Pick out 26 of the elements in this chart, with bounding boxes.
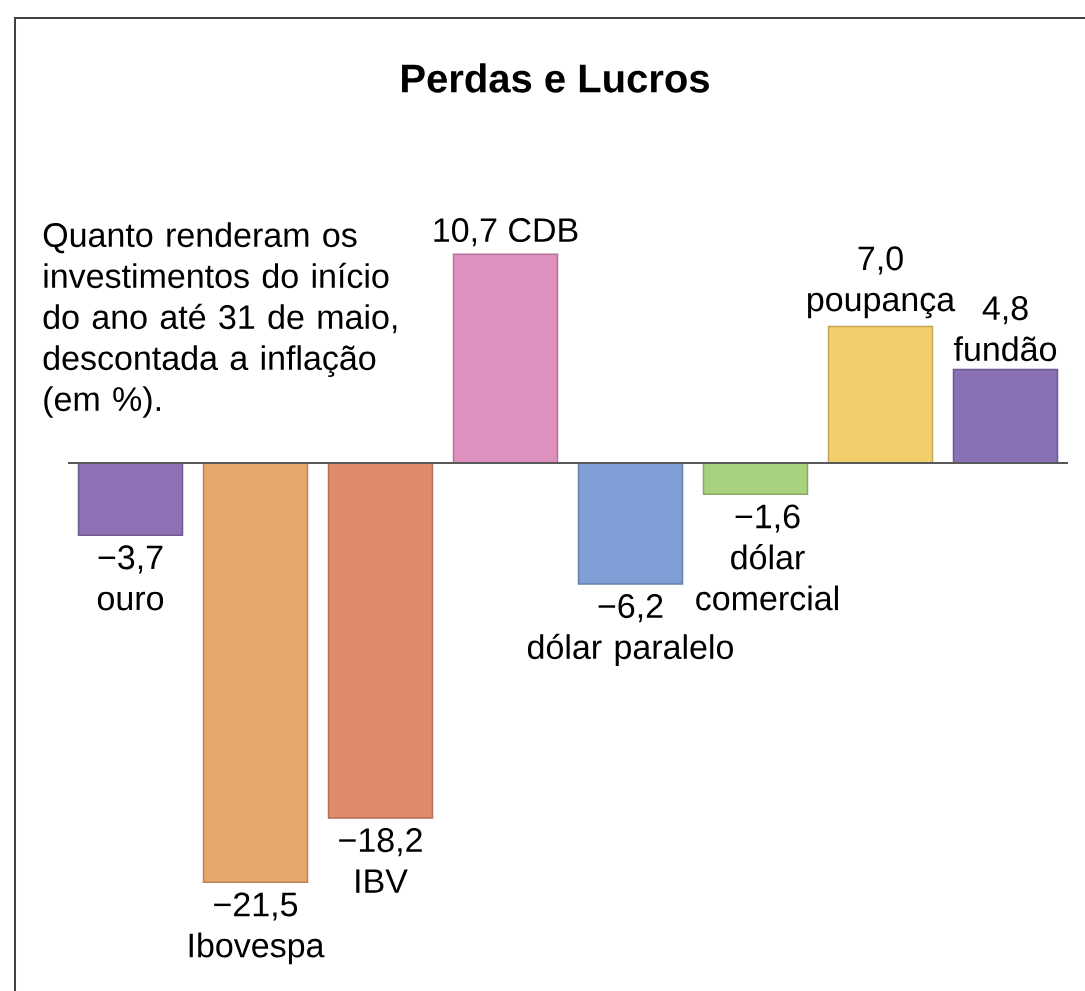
bar <box>327 462 434 819</box>
data-label: 10,7 <box>434 218 497 247</box>
bar <box>452 253 559 464</box>
bar <box>577 462 684 585</box>
bar <box>202 462 309 883</box>
bar <box>77 462 184 536</box>
x-tick-label: dólar comercial <box>696 544 838 611</box>
x-tick-label: ouro <box>97 591 164 611</box>
bar <box>827 325 934 464</box>
x-tick-label: CDB <box>509 218 578 243</box>
data-label: −18,2 <box>339 828 422 857</box>
data-label: −6,2 <box>598 594 663 623</box>
data-label: −3,7 <box>98 545 163 574</box>
x-tick-label: Ibovespa <box>189 932 325 965</box>
data-label: 7,0 <box>858 246 903 275</box>
x-tick-label: poupança <box>808 292 956 319</box>
bar <box>702 462 809 495</box>
data-label: −21,5 <box>214 892 298 921</box>
x-tick-label: fundão <box>953 336 1057 362</box>
x-tick-label: IBV <box>356 869 408 893</box>
x-tick-label: dólar paralelo <box>527 633 733 666</box>
bar <box>952 368 1059 464</box>
annotation: Quanto renderam os investimentos do início do ano até 31 de maio, descontada a inflação (em %). <box>43 222 397 418</box>
data-label: −1,6 <box>735 504 800 533</box>
chart-title: Perdas e Lucros <box>402 63 709 93</box>
data-label: 4,8 <box>982 296 1028 325</box>
